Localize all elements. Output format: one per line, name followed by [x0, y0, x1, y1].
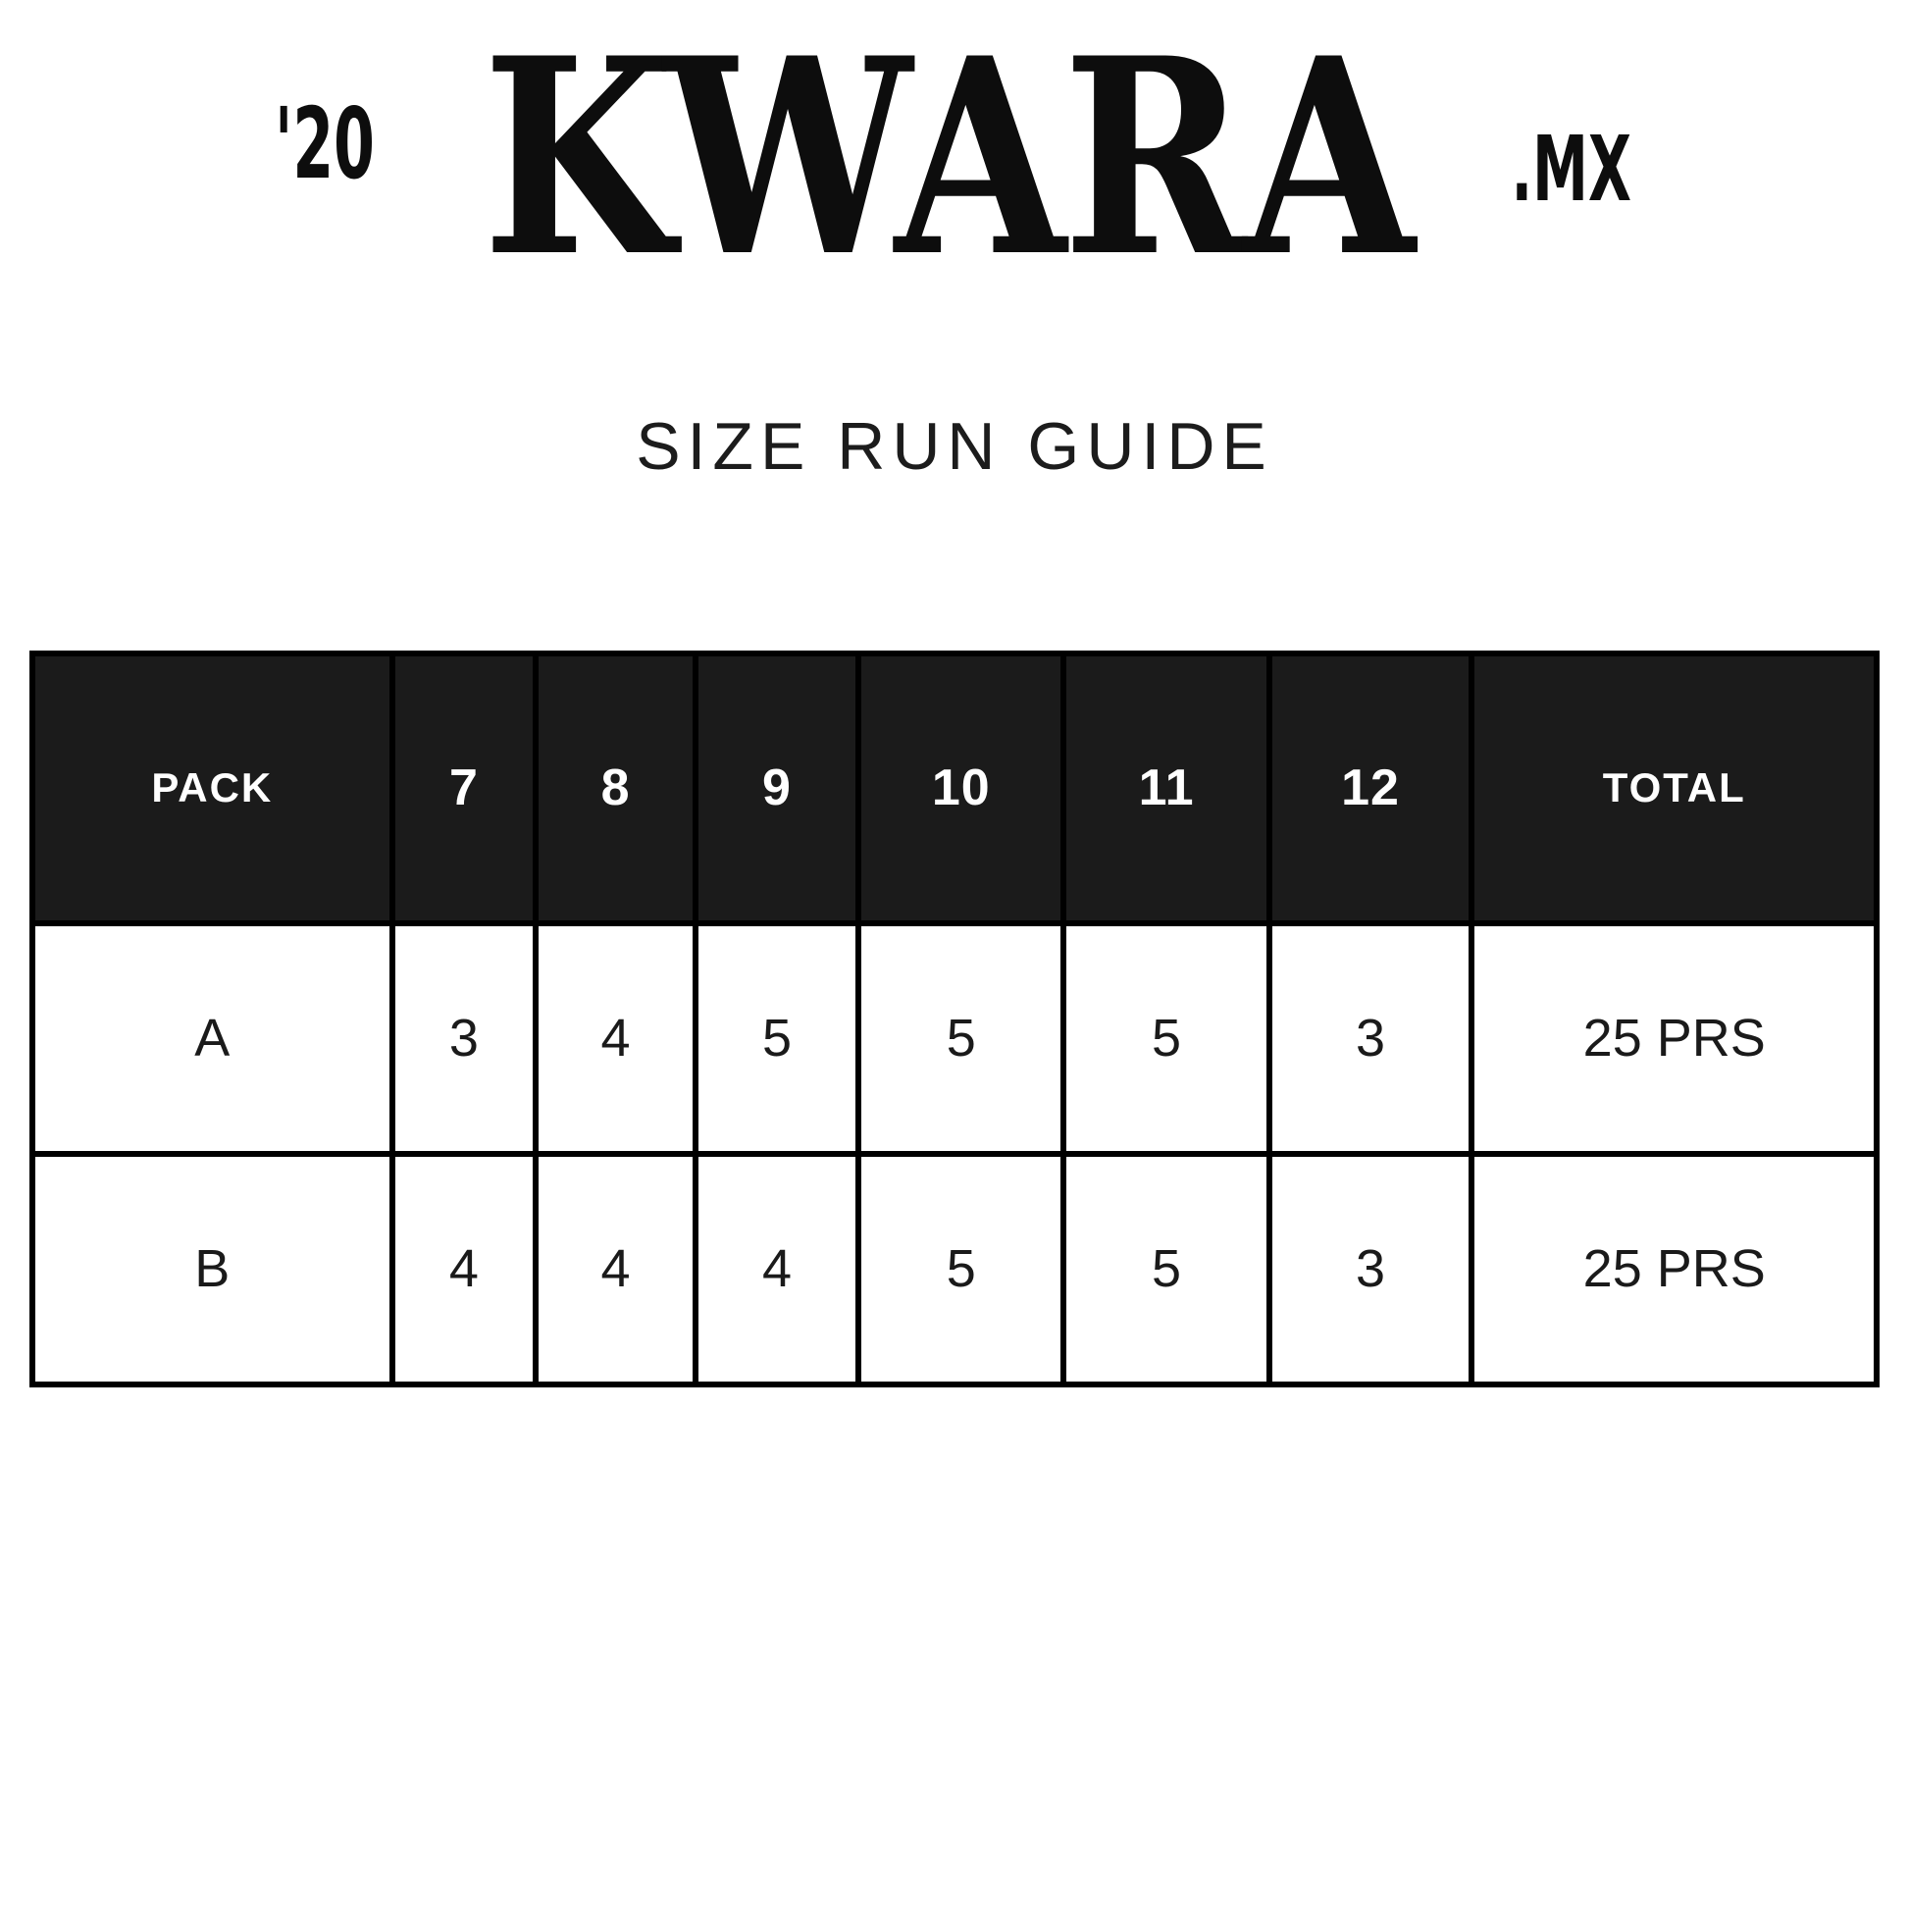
table-row-pack-b: B 4 4 4 5 5 3 25 PRS — [29, 1150, 1880, 1387]
table-header-row: PACK 7 8 9 10 11 12 TOTAL — [29, 650, 1880, 926]
size-cell: 3 — [388, 919, 540, 1157]
logo-brand-text: KWARA — [482, 0, 1416, 316]
size-cell: 5 — [1060, 919, 1272, 1157]
size-cell: 5 — [855, 1150, 1067, 1387]
pack-cell: A — [29, 919, 395, 1157]
size-cell: 5 — [1060, 1150, 1272, 1387]
table-row-pack-a: A 3 4 5 5 5 3 25 PRS — [29, 919, 1880, 1157]
header-cell-total: TOTAL — [1469, 650, 1880, 926]
header-cell-size-12: 12 — [1265, 650, 1475, 926]
size-cell: 4 — [533, 1150, 698, 1387]
header-cell-size-11: 11 — [1060, 650, 1272, 926]
size-cell: 3 — [1265, 1150, 1475, 1387]
size-cell: 4 — [388, 1150, 540, 1387]
size-cell: 5 — [692, 919, 862, 1157]
size-cell: 4 — [533, 919, 698, 1157]
logo-suffix-text: .MX — [1511, 117, 1631, 222]
header-cell-size-8: 8 — [533, 650, 698, 926]
total-cell: 25 PRS — [1469, 1150, 1880, 1387]
total-cell: 25 PRS — [1469, 919, 1880, 1157]
size-cell: 5 — [855, 919, 1067, 1157]
header-cell-size-9: 9 — [692, 650, 862, 926]
header-cell-size-10: 10 — [855, 650, 1067, 926]
brand-logo: '20 KWARA .MX — [0, 23, 1909, 292]
size-run-table: PACK 7 8 9 10 11 12 TOTAL A 3 4 5 5 5 3 … — [29, 650, 1880, 1387]
size-cell: 4 — [692, 1150, 862, 1387]
header-cell-pack: PACK — [29, 650, 395, 926]
pack-cell: B — [29, 1150, 395, 1387]
page-title: SIZE RUN GUIDE — [636, 409, 1273, 484]
logo-year-text: '20 — [274, 86, 375, 201]
size-cell: 3 — [1265, 919, 1475, 1157]
header-cell-size-7: 7 — [388, 650, 540, 926]
